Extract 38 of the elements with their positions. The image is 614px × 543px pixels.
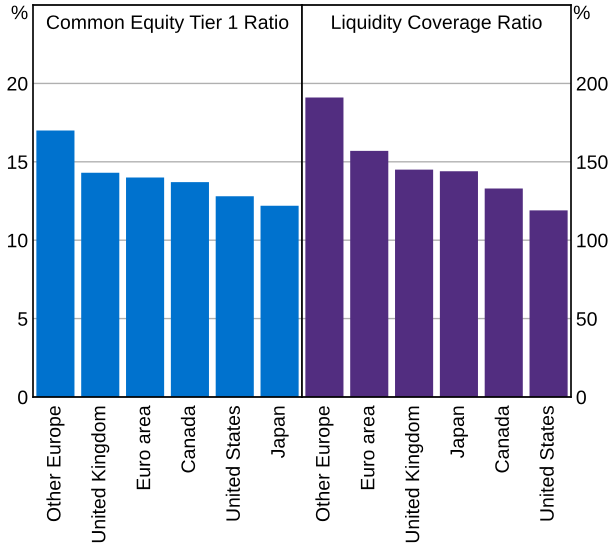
- x-tick-label: Other Europe: [46, 406, 64, 522]
- y-tick-label: 0: [18, 390, 28, 404]
- bar: [305, 98, 344, 397]
- x-tick-label: Canada: [180, 405, 196, 472]
- bar: [170, 182, 209, 397]
- bar: [126, 177, 164, 397]
- bar: [484, 188, 523, 397]
- bar: [81, 172, 120, 397]
- bar: [440, 171, 478, 397]
- x-tick-label: Euro area: [360, 405, 374, 490]
- chart-title: Liquidity Coverage Ratio: [332, 14, 542, 33]
- x-tick-label: Japan: [450, 406, 468, 458]
- bar: [260, 206, 299, 397]
- y-tick-label: 5: [18, 312, 28, 326]
- x-tick-label: United States: [226, 406, 240, 521]
- y-tick-label: 15: [8, 155, 28, 170]
- y-tick-label: 0: [576, 390, 586, 404]
- x-tick-label: United Kingdom: [405, 406, 424, 542]
- x-tick-label: Other Europe: [315, 406, 334, 522]
- x-tick-label: Canada: [494, 405, 509, 472]
- x-tick-label: United States: [540, 406, 554, 521]
- y-tick-label: 50: [576, 312, 597, 326]
- x-tick-label: Euro area: [136, 405, 150, 490]
- x-tick-label: Japan: [271, 406, 289, 458]
- bar: [216, 196, 254, 397]
- y-tick-label: 20: [7, 76, 28, 91]
- y-tick-label: 10: [8, 234, 28, 248]
- bar: [395, 170, 434, 397]
- bar: [530, 210, 568, 397]
- y-axis-title: %: [574, 6, 590, 20]
- y-axis-title: %: [12, 6, 28, 20]
- x-tick-label: United Kingdom: [91, 406, 110, 542]
- y-tick-label: 100: [577, 234, 608, 248]
- chart-title: Common Equity Tier 1 Ratio: [46, 14, 288, 33]
- y-tick-label: 200: [576, 76, 608, 91]
- bar: [350, 150, 388, 397]
- y-tick-label: 150: [577, 155, 608, 170]
- bar: [36, 130, 74, 397]
